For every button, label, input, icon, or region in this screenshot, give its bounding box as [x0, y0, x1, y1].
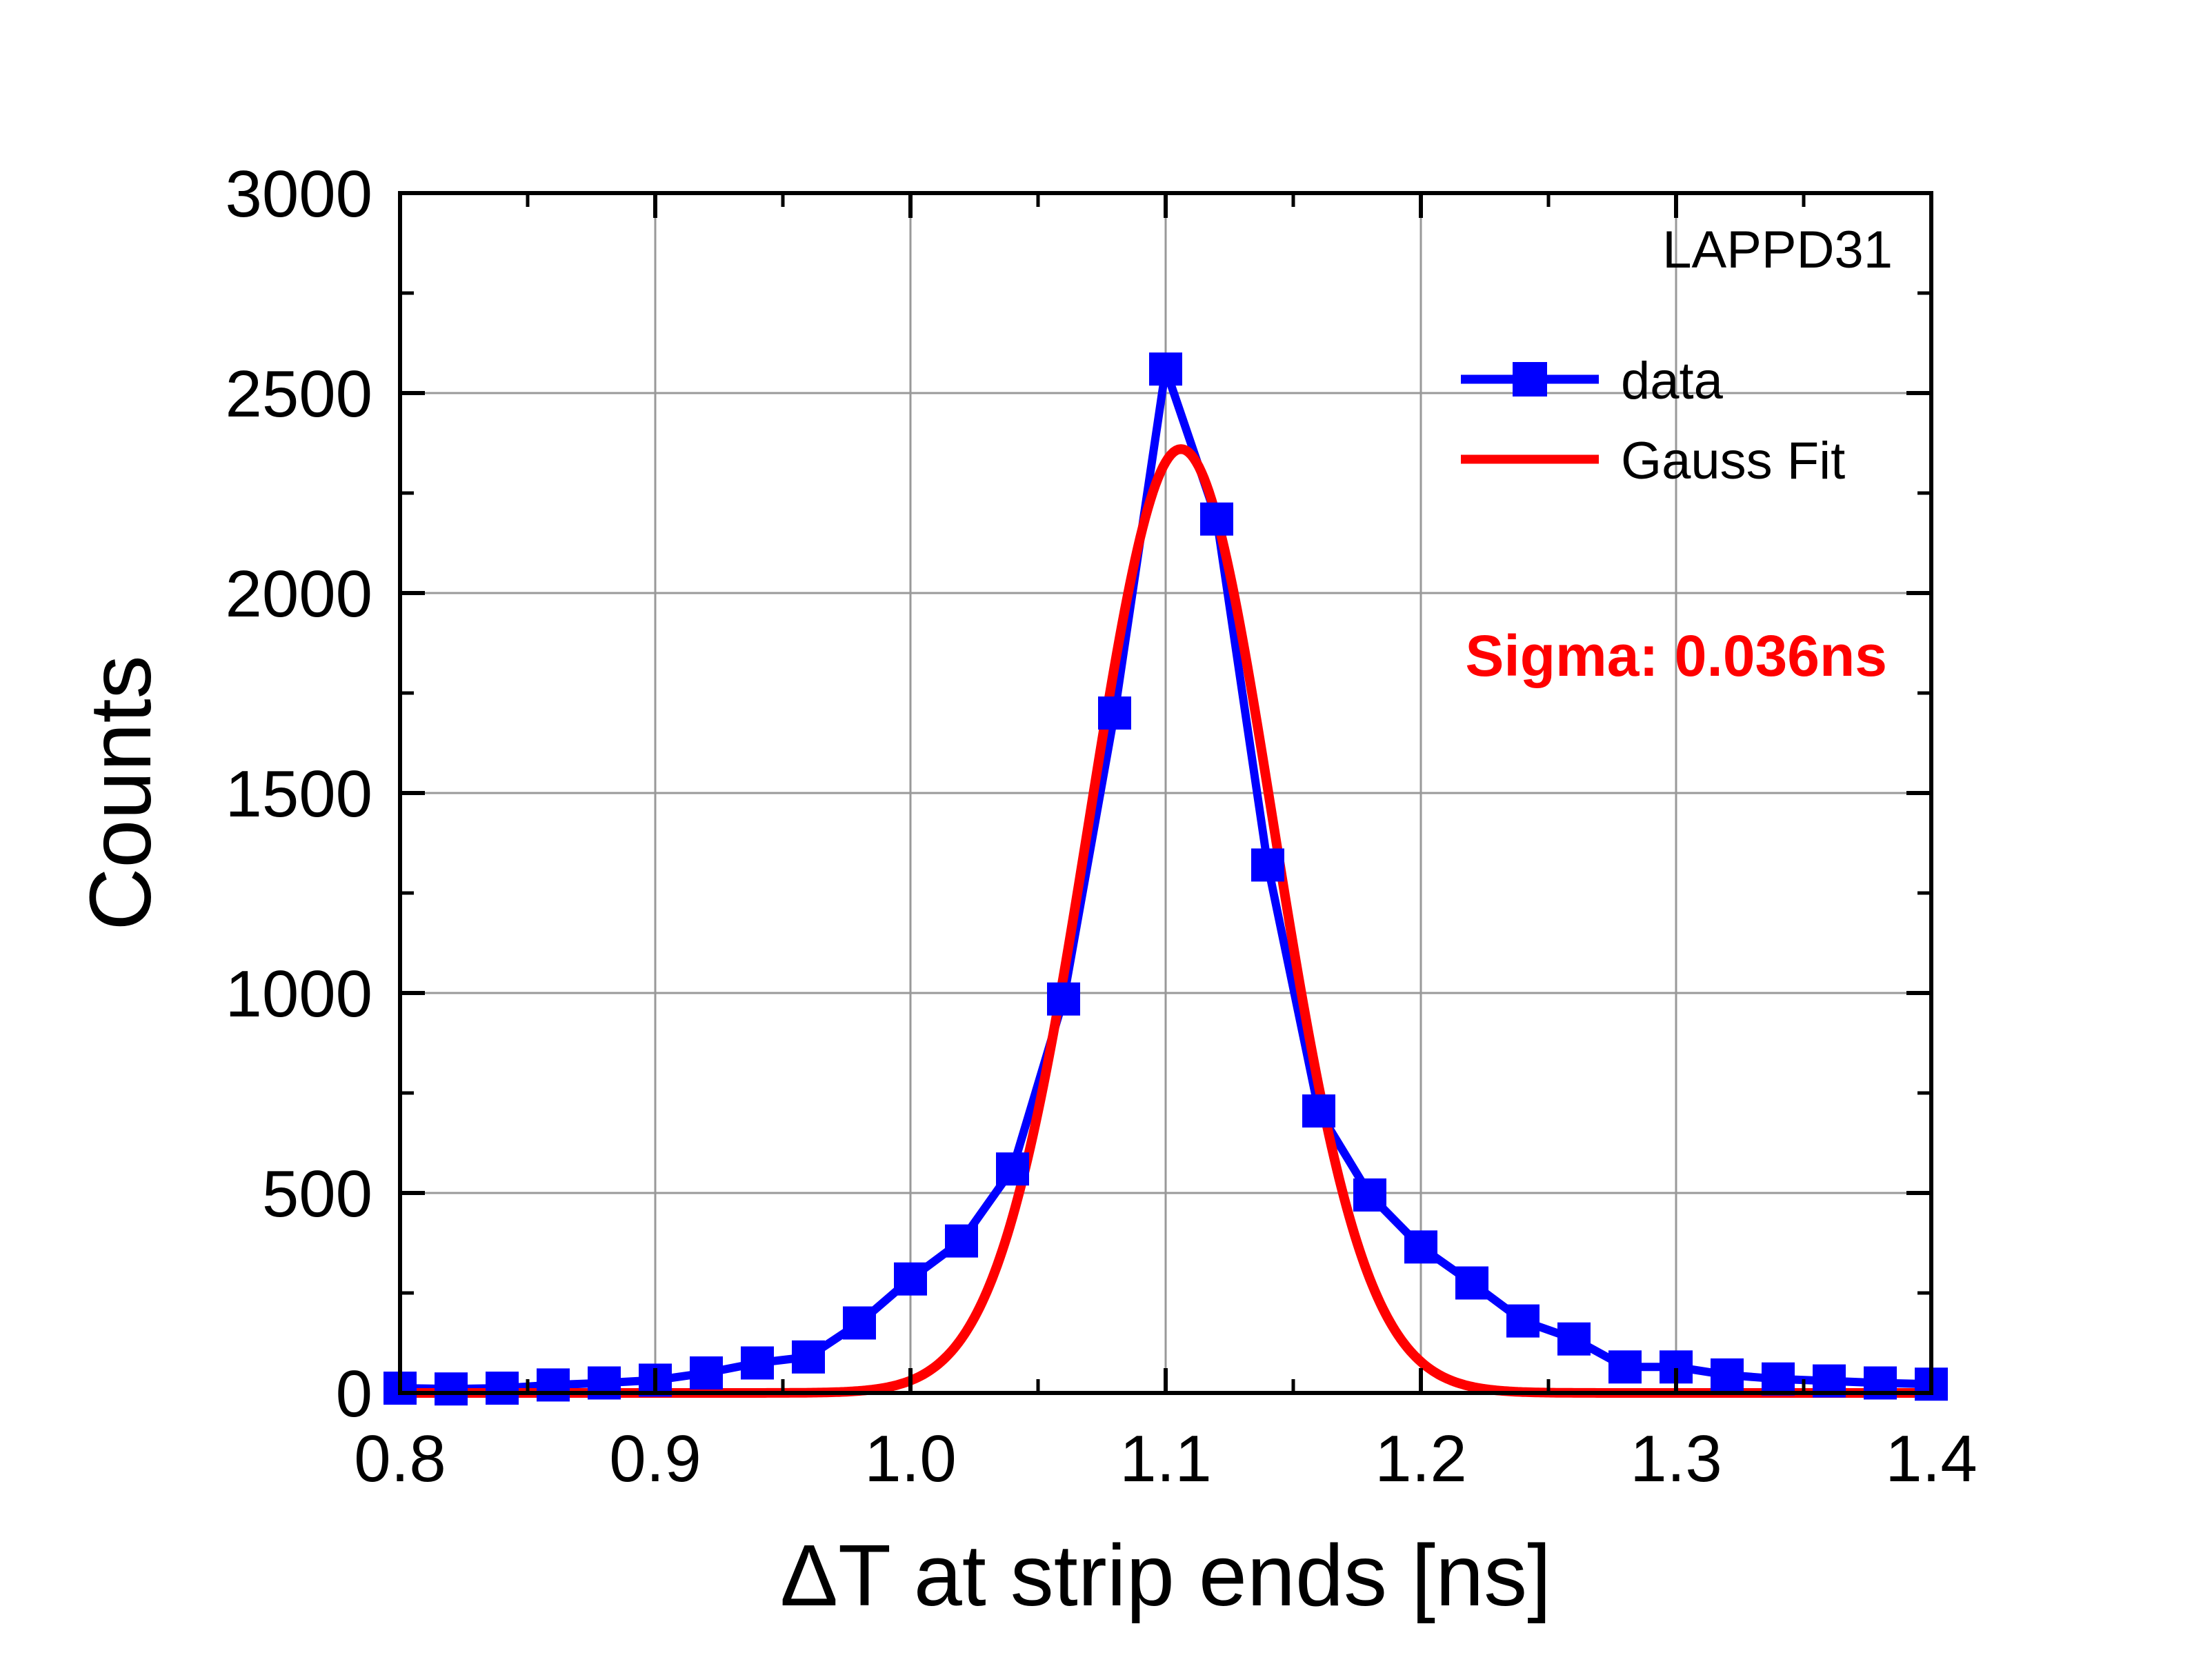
- data-point: [1047, 982, 1080, 1016]
- y-tick-label: 2500: [225, 357, 372, 431]
- data-point: [1098, 696, 1131, 730]
- y-tick-label: 500: [262, 1157, 372, 1231]
- data-point: [435, 1372, 468, 1406]
- data-point: [1251, 848, 1284, 882]
- data-point: [1557, 1322, 1591, 1356]
- data-point: [1762, 1362, 1795, 1396]
- x-tick-label: 1.1: [1119, 1422, 1211, 1496]
- x-axis-label: ΔT at strip ends [ns]: [780, 1527, 1551, 1624]
- data-point: [792, 1340, 825, 1374]
- x-tick-label: 1.3: [1630, 1422, 1722, 1496]
- data-point: [894, 1262, 927, 1296]
- data-point: [1200, 502, 1233, 536]
- y-tick-label: 3000: [225, 157, 372, 231]
- data-point: [1455, 1266, 1488, 1300]
- y-axis-label: Counts: [72, 655, 169, 930]
- data-point: [996, 1152, 1029, 1186]
- data-point: [1506, 1304, 1540, 1338]
- y-tick-label: 2000: [225, 557, 372, 631]
- data-point: [690, 1356, 723, 1390]
- data-point: [1302, 1094, 1335, 1128]
- tick-labels: 0.8 0.9 1.0 1.1 1.2 1.3 1.4 0 500 1000 1500 2000 250…: [225, 157, 1977, 1496]
- y-tick-label: 1000: [225, 957, 372, 1031]
- data-point: [486, 1372, 519, 1405]
- data-point: [843, 1306, 876, 1340]
- sigma-annotation: Sigma: 0.036ns: [1465, 623, 1887, 688]
- x-tick-label: 1.4: [1885, 1422, 1977, 1496]
- data-point: [945, 1224, 978, 1258]
- y-tick-label: 0: [336, 1357, 372, 1431]
- x-tick-label: 0.9: [609, 1422, 701, 1496]
- x-tick-label: 1.0: [864, 1422, 956, 1496]
- data-point: [537, 1368, 570, 1402]
- y-tick-label: 1500: [225, 757, 372, 831]
- data-point: [1404, 1230, 1437, 1264]
- x-tick-label: 0.8: [354, 1422, 446, 1496]
- data-point: [1608, 1350, 1642, 1384]
- data-point: [1711, 1358, 1744, 1392]
- legend: data Gauss Fit: [1461, 352, 1845, 490]
- axis-ticks: [398, 191, 1933, 1395]
- x-tick-label: 1.2: [1375, 1422, 1466, 1496]
- data-point: [1149, 352, 1182, 386]
- data-point: [1353, 1178, 1386, 1212]
- legend-data-label: data: [1621, 352, 1724, 410]
- data-point: [741, 1346, 774, 1380]
- legend-data-marker: [1513, 362, 1547, 397]
- panel-annotation-label: LAPPD31: [1662, 221, 1893, 279]
- legend-fit-label: Gauss Fit: [1621, 432, 1845, 490]
